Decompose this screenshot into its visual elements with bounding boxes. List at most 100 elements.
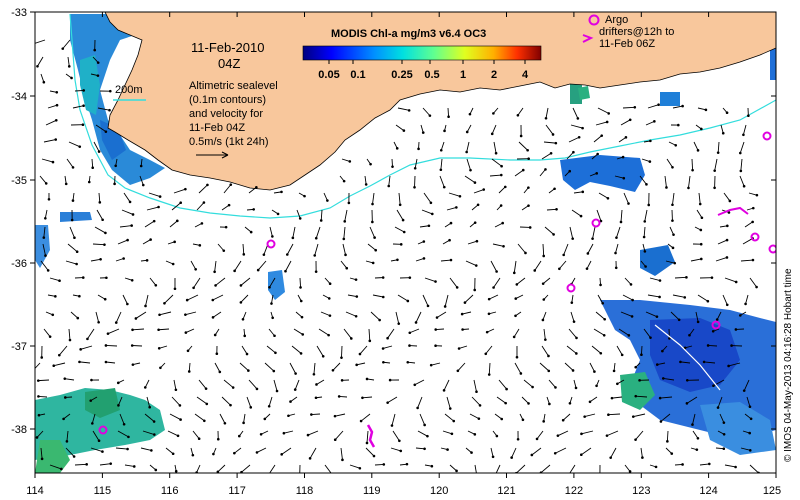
velocity-arrow — [581, 447, 592, 456]
velocity-arrow — [196, 396, 208, 405]
velocity-arrow — [318, 328, 329, 336]
velocity-arrow — [291, 345, 302, 354]
velocity-arrow — [691, 158, 694, 171]
velocity-arrow — [606, 430, 619, 437]
velocity-arrow — [440, 141, 445, 151]
velocity-arrow — [748, 192, 758, 196]
velocity-arrowhead — [738, 151, 742, 155]
velocity-arrow — [115, 447, 128, 450]
velocity-arrowhead — [728, 199, 732, 203]
velocity-arrowhead — [755, 193, 759, 197]
velocity-arrowhead — [583, 415, 586, 418]
lat-tick-label: -36 — [11, 258, 27, 270]
velocity-arrowhead — [44, 216, 47, 220]
velocity-arrowhead — [184, 331, 188, 334]
velocity-arrow — [148, 192, 161, 198]
velocity-arrow — [444, 294, 449, 307]
velocity-arrowhead — [553, 451, 557, 455]
velocity-arrowhead — [465, 150, 468, 154]
velocity-arrowhead — [447, 115, 450, 118]
velocity-arrow — [313, 362, 316, 375]
velocity-arrow — [557, 430, 569, 437]
velocity-arrowhead — [659, 420, 663, 423]
velocity-arrowhead — [670, 452, 674, 455]
velocity-arrow — [67, 56, 70, 67]
velocity-arrowhead — [113, 182, 116, 186]
velocity-arrowhead — [355, 363, 358, 367]
velocity-arrow — [643, 328, 651, 338]
velocity-arrowhead — [52, 364, 56, 367]
velocity-arrow — [64, 175, 67, 184]
latitude-labels: -33 -34 -35 -36 -37 -38 — [11, 7, 27, 436]
velocity-arrowhead — [628, 470, 632, 473]
velocity-arrowhead — [117, 404, 120, 407]
velocity-arrow — [647, 104, 659, 109]
velocity-arrow — [105, 344, 118, 347]
velocity-arrowhead — [585, 267, 589, 270]
velocity-arrow — [458, 345, 468, 349]
velocity-arrow — [542, 243, 545, 257]
velocity-arrowhead — [423, 447, 426, 451]
velocity-arrowhead — [727, 364, 730, 368]
velocity-arrow — [615, 243, 619, 254]
velocity-arrow — [343, 226, 346, 239]
velocity-arrow — [91, 158, 94, 168]
velocity-arrow — [190, 260, 197, 270]
velocity-arrow — [149, 277, 157, 286]
velocity-arrow — [542, 277, 551, 284]
velocity-arrowhead — [614, 251, 617, 255]
velocity-arrowhead — [601, 301, 605, 305]
velocity-arrowhead — [47, 197, 51, 201]
velocity-arrow — [119, 225, 132, 228]
velocity-arrow — [415, 311, 422, 323]
velocity-arrow — [43, 328, 51, 337]
velocity-arrowhead — [72, 455, 76, 458]
velocity-arrowhead — [128, 200, 132, 204]
velocity-arrowhead — [580, 453, 583, 457]
velocity-arrowhead — [482, 188, 486, 191]
velocity-arrowhead — [630, 315, 634, 318]
velocity-arrowhead — [224, 225, 228, 229]
velocity-arrow — [699, 463, 710, 466]
velocity-arrowhead — [358, 352, 362, 356]
credit-text: © IMOS 04-May-2013 04:16:28 Hobart time — [783, 268, 794, 462]
velocity-arrow — [387, 328, 395, 339]
velocity-arrowhead — [341, 458, 344, 462]
velocity-arrowhead — [395, 147, 399, 150]
velocity-arrow — [541, 345, 549, 357]
velocity-arrow — [465, 260, 477, 266]
velocity-arrow — [723, 192, 731, 202]
velocity-arrow — [398, 192, 401, 205]
velocity-arrowhead — [533, 269, 537, 272]
velocity-arrow — [462, 311, 472, 315]
velocity-arrow — [436, 311, 447, 318]
velocity-arrow — [545, 124, 554, 135]
velocity-arrow — [489, 174, 502, 177]
velocity-arrow — [743, 379, 750, 391]
velocity-arrow — [665, 260, 675, 264]
velocity-arrow — [669, 226, 674, 235]
velocity-arrowhead — [249, 406, 253, 409]
velocity-arrowhead — [89, 399, 93, 402]
velocity-arrowhead — [185, 298, 189, 302]
velocity-arrow — [142, 430, 155, 435]
velocity-arrowhead — [568, 169, 572, 173]
velocity-arrow — [341, 345, 343, 358]
velocity-arrow — [74, 463, 87, 466]
velocity-arrowhead — [627, 334, 631, 337]
velocity-arrow — [369, 226, 376, 238]
velocity-arrowhead — [361, 396, 364, 400]
velocity-arrow — [742, 124, 747, 135]
velocity-arrowhead — [526, 148, 529, 152]
velocity-arrow — [49, 464, 62, 470]
velocity-arrowhead — [71, 199, 75, 202]
velocity-arrowhead — [691, 423, 694, 426]
velocity-arrow — [266, 345, 276, 354]
velocity-arrowhead — [176, 434, 180, 438]
velocity-scale-label: 0.5m/s (1kt 24h) — [189, 136, 268, 148]
velocity-arrowhead — [494, 474, 497, 477]
colorbar-title: MODIS Chl-a mg/m3 v6.4 OC3 — [331, 28, 486, 40]
colorbar-tick-label: 1 — [460, 69, 466, 81]
velocity-arrow — [316, 379, 325, 385]
velocity-arrowhead — [173, 287, 177, 291]
